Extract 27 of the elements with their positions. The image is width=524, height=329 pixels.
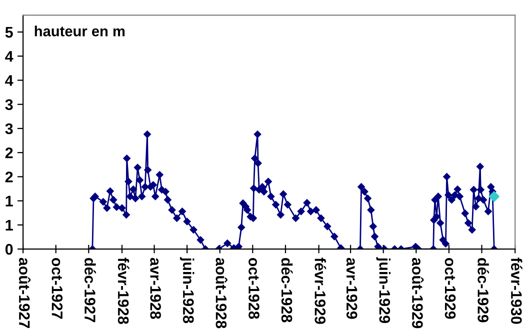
y-tick-label: 0 xyxy=(5,244,13,255)
x-tick-label: févr-1930 xyxy=(510,258,522,324)
x-tick-label: déc-1929 xyxy=(478,258,490,322)
y-tick-label: 1 xyxy=(6,196,13,206)
y-tick-label: 2 xyxy=(5,147,13,158)
x-tick-label: août-1929 xyxy=(412,258,424,328)
y-tick-label: 2 xyxy=(5,172,13,182)
x-tick-label: févr-1928 xyxy=(118,258,130,324)
y-tick-label: 3 xyxy=(5,99,13,110)
y-tick-label: 5 xyxy=(5,27,13,38)
y-axis-title: hauteur en m xyxy=(34,26,125,36)
x-tick-label: août-1928 xyxy=(216,258,228,328)
y-tick-label: 1 xyxy=(6,220,13,230)
x-tick-label: juin-1929 xyxy=(376,257,390,324)
x-tick-label: avr-1928 xyxy=(150,258,161,319)
x-tick-label: août-1927 xyxy=(18,258,31,328)
x-tick-label: oct-1927 xyxy=(52,258,63,319)
y-tick-label: 4 xyxy=(5,51,14,62)
x-tick-label: déc-1928 xyxy=(281,258,293,322)
y-tick-label: 4 xyxy=(5,75,14,86)
x-tick-label: déc-1927 xyxy=(84,258,96,322)
x-tick-label: févr-1929 xyxy=(314,258,326,324)
x-tick-label: avr-1929 xyxy=(346,258,358,319)
x-tick-label: oct-1929 xyxy=(444,258,456,319)
x-tick-label: oct-1928 xyxy=(248,258,260,319)
x-tick-label: juin-1928 xyxy=(180,257,194,324)
y-tick-label: 3 xyxy=(5,123,13,134)
